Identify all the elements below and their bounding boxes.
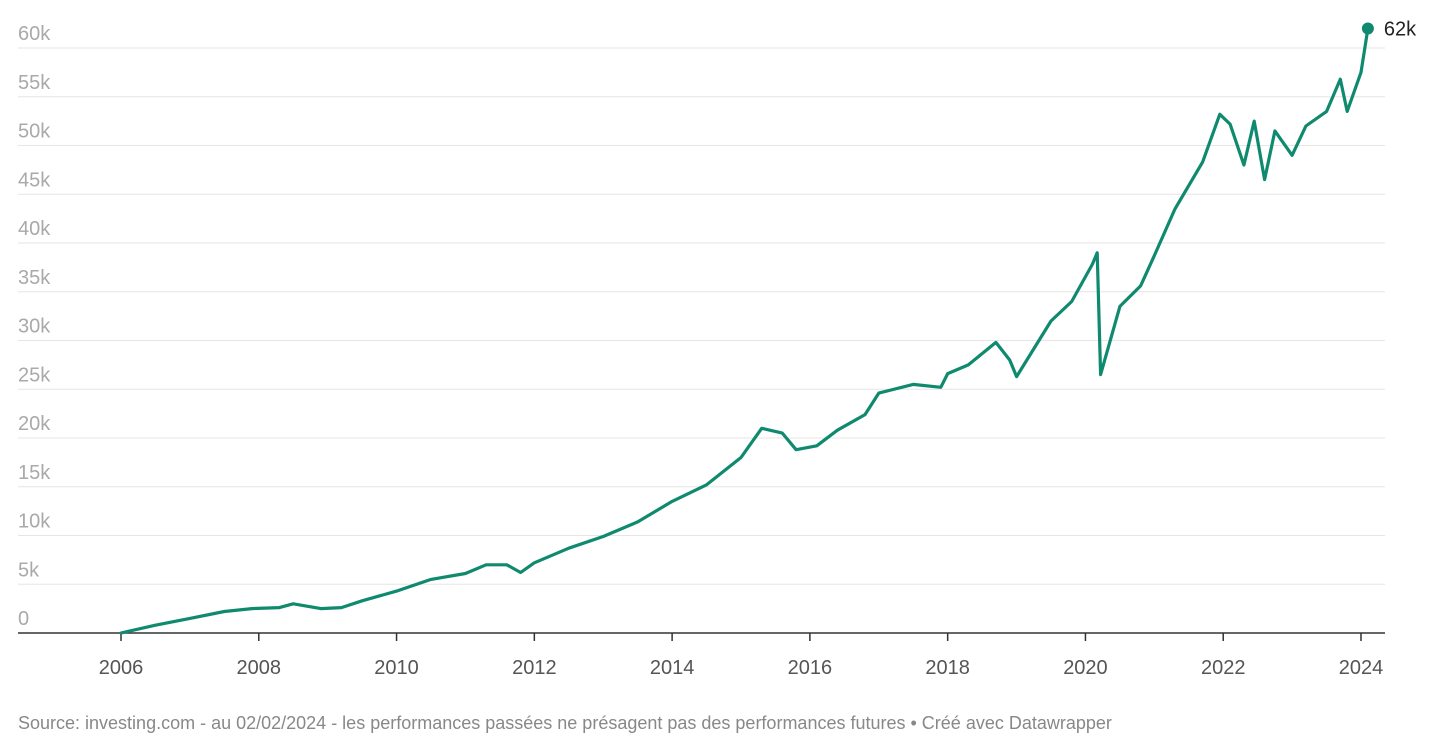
y-tick-label: 40k — [18, 218, 51, 240]
y-tick-label: 35k — [18, 267, 51, 289]
x-tick-label: 2008 — [237, 657, 282, 679]
series-line — [119, 26, 1370, 635]
x-axis-ticks: 2006 2008 2010 2012 2014 2016 2018 2020 2022 2024 — [99, 633, 1384, 679]
gridlines — [18, 47, 1385, 585]
x-tick-label: 2012 — [512, 657, 557, 679]
end-value-label: 62k — [1384, 19, 1417, 41]
end-point-marker — [1361, 22, 1374, 35]
y-tick-label: 0 — [18, 608, 29, 630]
y-tick-label: 20k — [18, 413, 51, 435]
x-tick-label: 2022 — [1201, 657, 1246, 679]
y-tick-label: 60k — [18, 23, 51, 45]
x-tick-label: 2006 — [99, 657, 144, 679]
y-tick-label: 5k — [18, 559, 40, 581]
y-tick-label: 55k — [18, 72, 51, 94]
y-tick-label: 10k — [18, 511, 51, 533]
y-tick-label: 15k — [18, 462, 51, 484]
y-axis-ticks: 0 5k 10k 15k 20k 25k 30k 35k 40k 45k 50k 55k 60k — [18, 23, 51, 630]
x-tick-label: 2016 — [788, 657, 833, 679]
y-tick-label: 30k — [18, 316, 51, 338]
x-tick-label: 2024 — [1339, 657, 1384, 679]
y-tick-label: 50k — [18, 121, 51, 143]
y-tick-label: 45k — [18, 169, 51, 191]
x-tick-label: 2018 — [925, 657, 970, 679]
x-tick-label: 2010 — [374, 657, 419, 679]
x-tick-label: 2020 — [1063, 657, 1108, 679]
y-tick-label: 25k — [18, 364, 51, 386]
source-note: Source: investing.com - au 02/02/2024 - … — [18, 713, 1112, 733]
x-tick-label: 2014 — [650, 657, 695, 679]
